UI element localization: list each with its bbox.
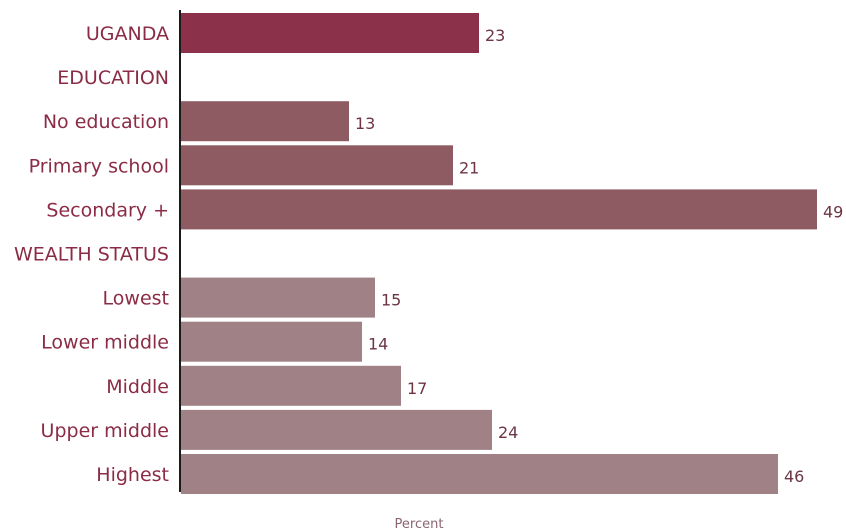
data-label: 21 [459,158,479,177]
bar [181,189,817,230]
bar [181,365,401,406]
category-label: No education [43,111,169,133]
data-label: 14 [368,335,388,354]
bar [181,101,349,142]
category-labels: UGANDA EDUCATION No education Primary schoo… [14,23,169,486]
data-label: 23 [485,26,505,45]
bars [181,13,817,494]
category-label: Primary school [29,155,169,177]
data-label: 46 [784,467,804,486]
category-label: Secondary + [46,199,169,221]
bar [181,277,375,318]
category-label: UGANDA [86,23,169,45]
bar [181,454,778,494]
data-label: 15 [381,291,401,310]
data-label: 17 [407,379,427,398]
category-label: Upper middle [41,420,169,442]
data-label: 24 [498,423,518,442]
bar [181,145,453,186]
category-label: Highest [96,464,169,486]
value-labels: 23 13 21 49 15 14 17 24 46 [355,26,843,486]
data-label: 13 [355,114,375,133]
x-axis-title: Percent [395,517,444,531]
category-label: Lowest [103,288,169,310]
bar [181,321,362,362]
category-label: EDUCATION [57,67,169,89]
category-label: Lower middle [41,332,169,354]
bar [181,409,492,450]
category-label: Middle [106,376,169,398]
data-label: 49 [823,202,843,221]
bar [181,13,479,53]
category-label: WEALTH STATUS [14,244,169,266]
